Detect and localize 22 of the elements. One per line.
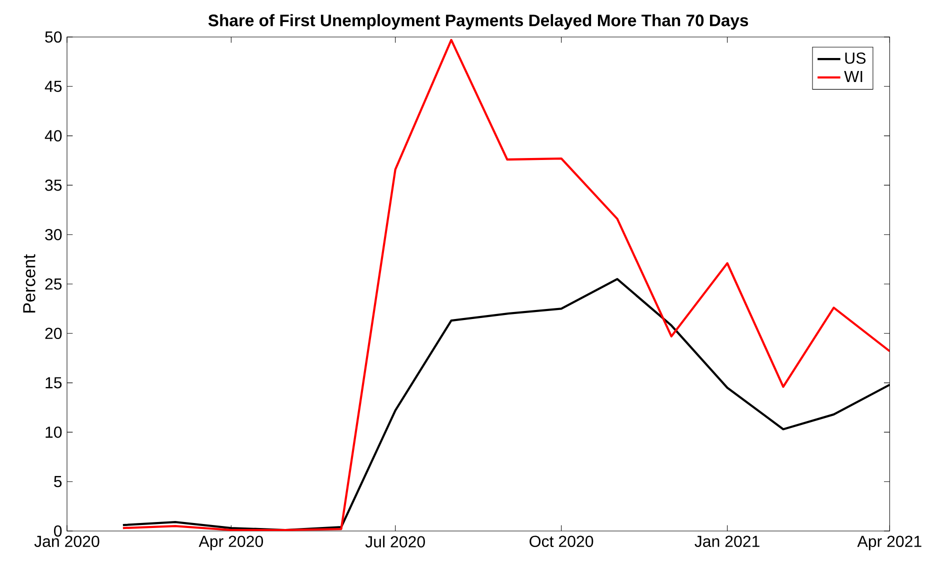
y-tick-label: 25 <box>45 278 62 290</box>
x-tick-label: Oct 2020 <box>530 536 594 548</box>
x-tick-label: Jan 2021 <box>694 536 760 548</box>
y-tick-label: 5 <box>54 476 62 488</box>
x-tick-label: Jul 2020 <box>365 536 425 548</box>
x-tick-label: Apr 2020 <box>198 536 264 550</box>
y-tick-label: 50 <box>45 31 62 43</box>
chart-title: Share of First Unemployment Payments Delayed More Than 70 Days <box>208 14 748 30</box>
y-tick-label: 15 <box>46 377 62 388</box>
y-tick-label: 40 <box>44 130 62 142</box>
legend-label: US <box>845 52 866 64</box>
y-tick-label: 30 <box>45 228 62 240</box>
y-axis-title: Percent <box>23 254 36 312</box>
legend-label: WI <box>844 70 862 82</box>
y-tick-label: 10 <box>46 426 62 438</box>
line-series <box>122 38 890 531</box>
y-tick-label: 35 <box>45 180 62 191</box>
y-tick-label: 20 <box>45 328 62 340</box>
x-tick-label: Jan 2020 <box>34 536 100 548</box>
y-tick-label: 0 <box>54 525 62 537</box>
x-tick-label: Apr 2021 <box>857 536 922 550</box>
y-tick-label: 45 <box>44 80 62 92</box>
